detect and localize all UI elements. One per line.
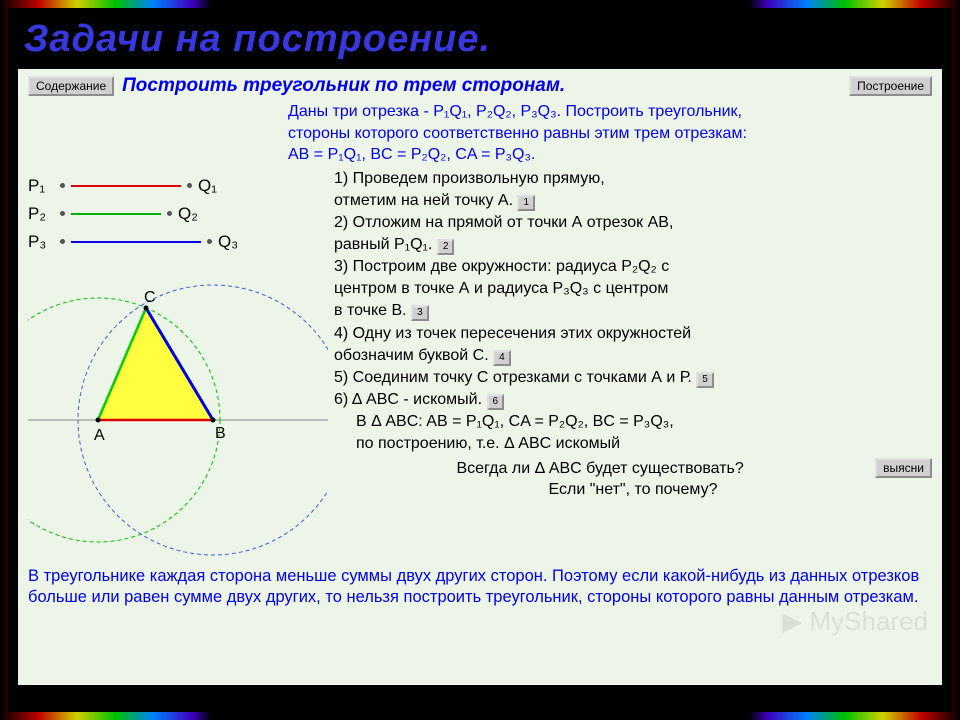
answer-text: В треугольнике каждая сторона меньше сум… [28, 566, 932, 609]
problem-intro: Даны три отрезка - P₁Q₁, P₂Q₂, P₃Q₃. Пос… [288, 101, 932, 166]
segment-row: P₃ Q₃ [28, 232, 328, 252]
explain-button[interactable]: выясни [875, 458, 932, 478]
left-column: P₁ Q₁ P₂ Q₂ P₃ Q₃ A B C [28, 168, 328, 560]
step-icon[interactable]: 5 [696, 372, 714, 388]
construction-diagram: A B C [28, 260, 328, 560]
step-line: 4) Одну из точек пересечения этих окружн… [334, 323, 932, 344]
intro-line: стороны которого соответственно равны эт… [288, 123, 932, 145]
watermark: ▶ MyShared [782, 606, 928, 637]
step-line: в точке В. 3 [334, 300, 932, 321]
step-icon[interactable]: 1 [517, 195, 535, 211]
step-line: равный P₁Q₁. 2 [334, 234, 932, 255]
seg-q-label: Q₂ [178, 204, 198, 224]
proof-line: В Δ ABC: AB = P₁Q₁, CA = P₂Q₂, BC = P₃Q₃… [356, 411, 932, 432]
seg-p-label: P₁ [28, 176, 54, 196]
build-button[interactable]: Построение [849, 76, 932, 96]
segment-list: P₁ Q₁ P₂ Q₂ P₃ Q₃ [28, 176, 328, 252]
seg-p-label: P₂ [28, 204, 54, 224]
intro-line: AB = P₁Q₁, BC = P₂Q₂, CA = P₃Q₃. [288, 144, 932, 166]
gradient-frame: Задачи на построение. Содержание Построи… [0, 0, 960, 720]
step-icon[interactable]: 4 [493, 350, 511, 366]
step-line: центром в точке А и радиуса P₃Q₃ с центр… [334, 278, 932, 299]
right-column: 1) Проведем произвольную прямую, отметим… [334, 168, 932, 560]
segment-row: P₁ Q₁ [28, 176, 328, 196]
seg-q-label: Q₃ [218, 232, 238, 252]
segment-row: P₂ Q₂ [28, 204, 328, 224]
black-inner: Задачи на построение. Содержание Построи… [8, 8, 952, 712]
step-line: 5) Соединим точку С отрезками с точками … [334, 367, 932, 388]
body-columns: P₁ Q₁ P₂ Q₂ P₃ Q₃ A B C 1) Проведем произвольну… [28, 168, 932, 560]
header-row: Содержание Построить треугольник по трем… [28, 75, 932, 97]
svg-text:C: C [144, 289, 156, 306]
step-icon[interactable]: 3 [411, 305, 429, 321]
seg-p-label: P₃ [28, 232, 54, 252]
svg-text:B: B [215, 425, 226, 442]
content-panel: Содержание Построить треугольник по трем… [18, 69, 942, 685]
proof-line: по построению, т.е. Δ ABC искомый [356, 433, 932, 454]
svg-text:A: A [94, 427, 105, 444]
step-line: 6) Δ ABC - искомый. 6 [334, 389, 932, 410]
step-icon[interactable]: 6 [487, 394, 505, 410]
page-title: Задачи на построение. [12, 12, 948, 65]
step-line: 2) Отложим на прямой от точки А отрезок … [334, 212, 932, 233]
step-line: 1) Проведем произвольную прямую, [334, 168, 932, 189]
intro-line: Даны три отрезка - P₁Q₁, P₂Q₂, P₃Q₃. Пос… [288, 101, 932, 123]
seg-q-label: Q₁ [198, 176, 217, 196]
problem-heading: Построить треугольник по трем сторонам. [122, 75, 841, 97]
step-line: обозначим буквой С. 4 [334, 345, 932, 366]
step-line: отметим на ней точку А. 1 [334, 190, 932, 211]
step-line: 3) Построим две окружности: радиуса P₂Q₂… [334, 256, 932, 277]
step-icon[interactable]: 2 [437, 239, 455, 255]
question-block: Всегда ли Δ ABC будет существовать? выяс… [334, 458, 932, 500]
contents-button[interactable]: Содержание [28, 76, 114, 96]
